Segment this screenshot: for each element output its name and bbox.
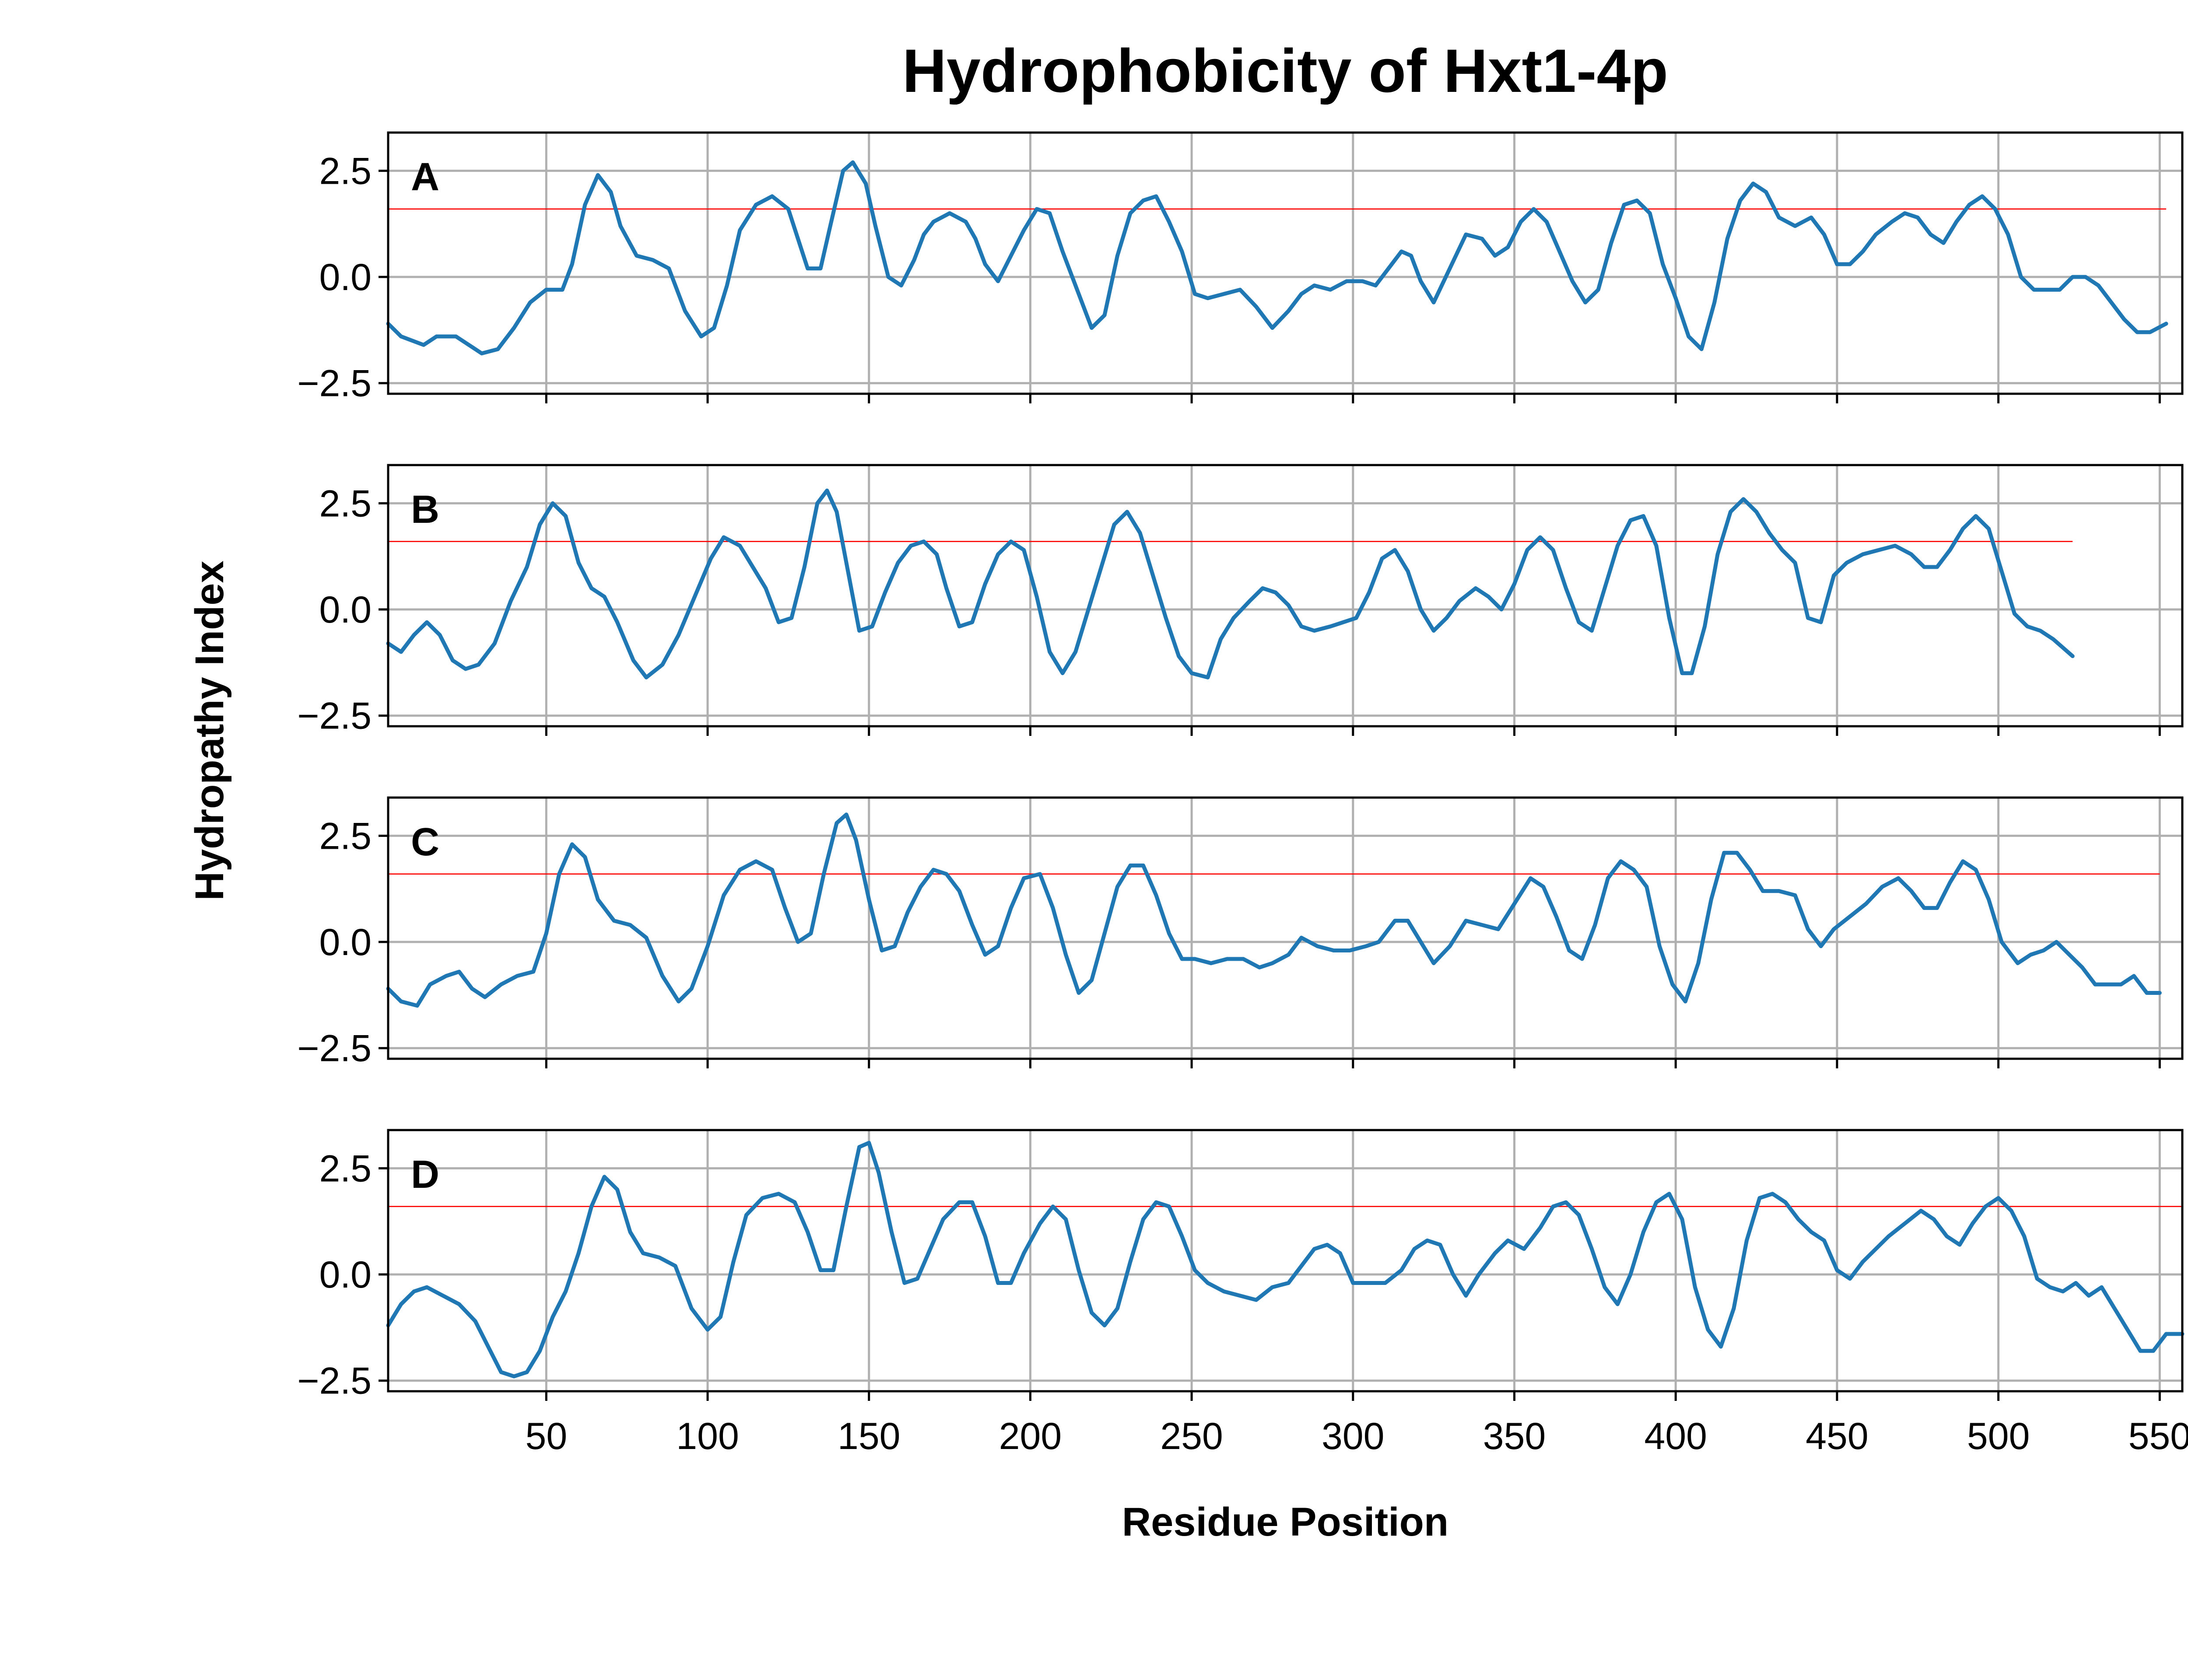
y-tick-label: 2.5 [319,1148,372,1190]
y-tick-label: 0.0 [319,256,372,298]
panel-label: B [411,488,439,532]
x-tick-label: 450 [1806,1415,1869,1457]
panel-label: A [411,155,439,199]
panel-label: D [411,1153,439,1197]
axes-frame [387,1129,2184,1393]
y-tick-label: −2.5 [297,1028,372,1070]
panel-label: C [411,820,439,864]
hydropathy-series-a [386,160,2168,356]
panel-b: −2.5 0.0 2.5 B [297,464,2184,737]
hydropathy-series-b [386,488,2075,679]
y-axis-label: Hydropathy Index [187,560,232,900]
x-tick-label: 500 [1967,1415,2030,1457]
y-tick-label: 2.5 [319,150,372,192]
axes-frame [387,464,2184,728]
panels-group: −2.5 0.0 2.5 A −2.5 0.0 2.5 B −2.5 0.0 2.5 C −2.5 0.0… [297,131,2188,1457]
y-tick-label: −2.5 [297,695,372,737]
axes-frame [387,796,2184,1060]
y-tick-label: 0.0 [319,589,372,631]
x-tick-label: 200 [999,1415,1062,1457]
y-tick-label: 2.5 [319,815,372,857]
x-tick-label: 250 [1160,1415,1223,1457]
x-tick-label: 100 [676,1415,739,1457]
x-axis-label: Residue Position [1122,1500,1448,1544]
y-tick-label: −2.5 [297,1360,372,1402]
panel-a: −2.5 0.0 2.5 A [297,131,2184,405]
x-tick-label: 150 [838,1415,901,1457]
chart-title: Hydrophobicity of Hxt1-4p [902,36,1668,105]
hydropathy-series-c [386,812,2162,1008]
axes-frame [387,131,2184,395]
panel-c: −2.5 0.0 2.5 C [297,796,2184,1070]
y-tick-label: 0.0 [319,921,372,963]
panel-d: −2.5 0.0 2.5 50 100 150 200 250 300 350 400 450 500 5… [297,1129,2188,1457]
x-tick-label: 350 [1483,1415,1546,1457]
x-tick-label: 50 [525,1415,567,1457]
y-tick-label: −2.5 [297,363,372,405]
x-tick-label: 550 [2128,1415,2188,1457]
hydropathy-series-d [386,1141,2184,1379]
y-tick-label: 0.0 [319,1254,372,1296]
x-tick-label: 300 [1322,1415,1385,1457]
x-tick-label: 400 [1645,1415,1708,1457]
y-tick-label: 2.5 [319,483,372,525]
